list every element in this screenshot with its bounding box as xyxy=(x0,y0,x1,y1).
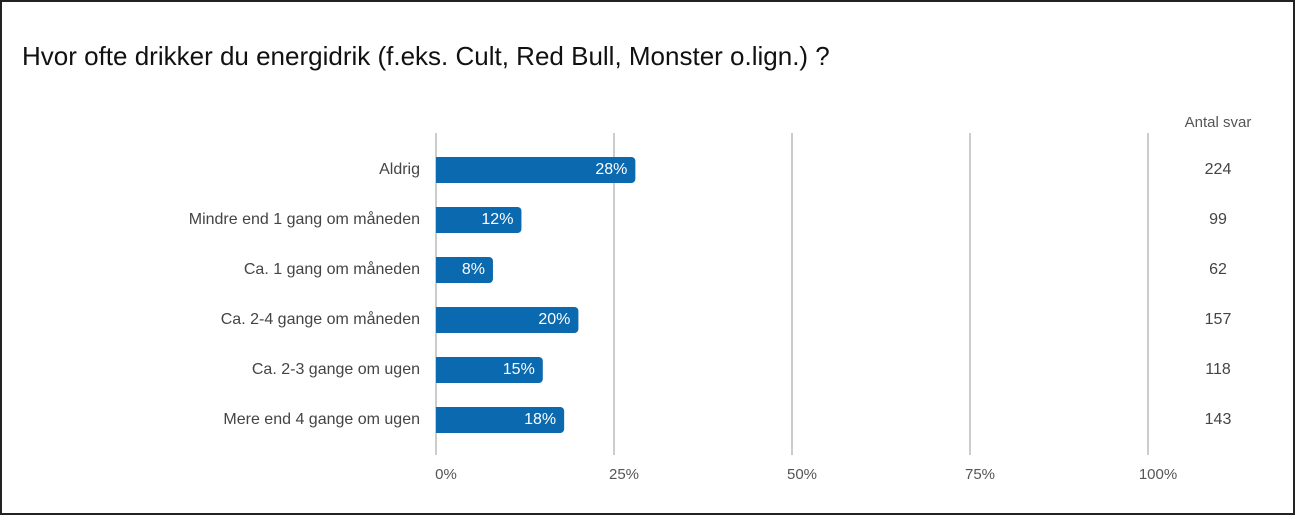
value-label: 28% xyxy=(595,161,627,178)
bar-edge xyxy=(436,357,442,383)
x-tick-label: 25% xyxy=(609,466,639,483)
value-label: 15% xyxy=(503,361,535,378)
value-label: 12% xyxy=(481,211,513,228)
count: 118 xyxy=(1205,361,1231,378)
x-tick-label: 75% xyxy=(965,466,995,483)
value-label: 8% xyxy=(462,261,485,278)
bar xyxy=(436,157,636,183)
y-tick-label: Aldrig xyxy=(379,161,420,178)
count: 143 xyxy=(1205,411,1232,428)
counts-header: Antal svar xyxy=(1185,114,1252,131)
bar xyxy=(436,257,493,283)
bar xyxy=(436,407,565,433)
value-label: 18% xyxy=(524,411,556,428)
bar-edge xyxy=(436,307,442,333)
count: 224 xyxy=(1205,161,1232,178)
bar xyxy=(436,207,522,233)
y-tick-label: Ca. 2-4 gange om måneden xyxy=(221,310,420,328)
count: 157 xyxy=(1205,311,1232,328)
bar xyxy=(436,357,543,383)
x-tick-label: 50% xyxy=(787,466,817,483)
count: 99 xyxy=(1209,211,1227,228)
y-tick-label: Ca. 1 gang om måneden xyxy=(244,260,420,278)
bar-edge xyxy=(436,257,442,283)
y-tick-label: Ca. 2-3 gange om ugen xyxy=(252,361,420,378)
count: 62 xyxy=(1209,261,1227,278)
bar-edge xyxy=(436,207,442,233)
bar-edge xyxy=(436,157,442,183)
y-tick-label: Mere end 4 gange om ugen xyxy=(223,411,420,428)
x-tick-label: 100% xyxy=(1139,466,1177,483)
bar-edge xyxy=(436,407,442,433)
x-tick-label: 0% xyxy=(435,466,457,483)
value-label: 20% xyxy=(538,311,570,328)
chart-title: Hvor ofte drikker du energidrik (f.eks. … xyxy=(22,41,830,71)
y-tick-label: Mindre end 1 gang om måneden xyxy=(189,210,420,228)
bar xyxy=(436,307,579,333)
